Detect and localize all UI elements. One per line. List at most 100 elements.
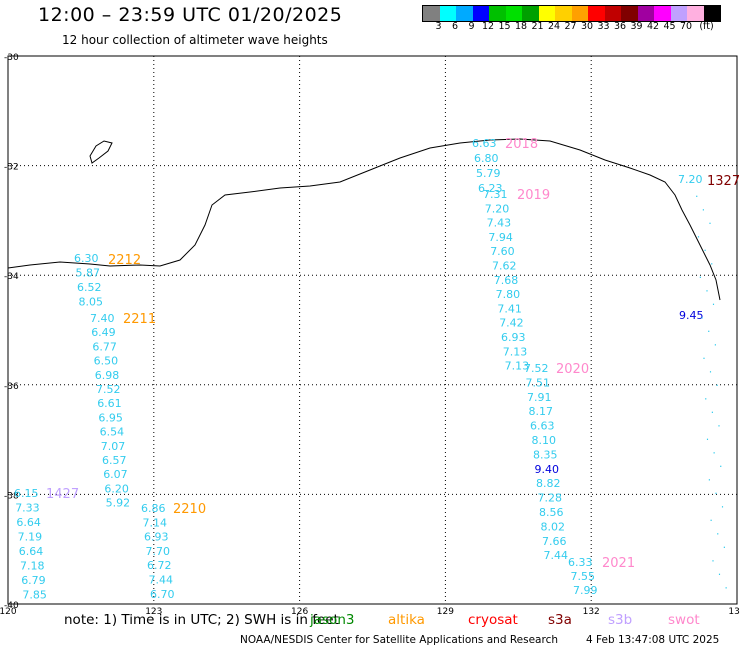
lat-tick-label: -30 <box>4 53 19 63</box>
wave-height-value: 6.64 <box>16 516 41 529</box>
colorbar-label: 3 <box>435 21 442 32</box>
wave-height-value: 6.33 <box>568 556 593 569</box>
wave-height-value: 8.10 <box>532 434 557 447</box>
wave-height-value: 7.19 <box>18 531 42 544</box>
wave-height-value: 6.49 <box>91 326 116 339</box>
wave-height-value: 6.80 <box>474 152 499 165</box>
wave-height-value: 9.45 <box>679 309 704 322</box>
wave-height-value: 7.33 <box>15 502 40 515</box>
track-cluster-mark: · <box>697 231 701 244</box>
wave-height-value: 7.18 <box>20 560 45 573</box>
colorbar-label: 36 <box>613 21 627 32</box>
lon-tick-label: 135 <box>728 607 740 617</box>
wave-height-value: 7.99 <box>573 584 598 597</box>
wave-height-value: 6.15 <box>14 487 39 500</box>
wave-height-value: 6.23 <box>478 182 503 195</box>
track-time-label: 2212 <box>108 253 141 268</box>
colorbar-swatch <box>456 6 473 21</box>
coastline <box>7 138 721 301</box>
wave-height-value: 6.72 <box>147 559 172 572</box>
wave-height-value: 7.13 <box>505 360 529 373</box>
track-cluster-mark: · <box>708 474 712 487</box>
colorbar-swatch <box>654 6 671 21</box>
track-time-label: 2018 <box>505 137 538 152</box>
track-time-label: 1427 <box>46 487 79 502</box>
track-cluster-mark: · <box>700 312 704 325</box>
wave-height-value: 7.13 <box>503 345 528 358</box>
wave-height-value: 7.60 <box>490 245 515 258</box>
colorbar-swatch <box>555 6 572 21</box>
credit-line: NOAA/NESDIS Center for Satellite Applica… <box>240 634 558 646</box>
lat-tick-label: -38 <box>4 491 19 501</box>
wave-height-value: 7.20 <box>485 202 510 215</box>
track-cluster-mark: · <box>708 217 712 230</box>
colorbar-swatch <box>522 6 539 21</box>
track-cluster-mark: · <box>717 420 721 433</box>
wave-height-value: 6.57 <box>102 454 127 467</box>
island-outline <box>89 140 113 164</box>
wave-height-value: 7.66 <box>542 535 567 548</box>
lat-tick-label: -34 <box>4 272 19 282</box>
track-time-label: 2210 <box>173 502 206 517</box>
track-cluster-mark: · <box>712 298 716 311</box>
colorbar-unit: (ft) <box>699 21 714 32</box>
colorbar-label: 21 <box>531 21 544 32</box>
colorbar-label: 12 <box>481 21 495 32</box>
wave-height-value: 7.07 <box>101 440 126 453</box>
wave-height-value: 8.05 <box>79 296 104 309</box>
wave-height-value: 6.77 <box>92 340 117 353</box>
track-cluster-mark: · <box>699 271 703 284</box>
colorbar-label: 18 <box>514 21 528 32</box>
wave-height-value: 7.31 <box>483 188 508 201</box>
wave-height-value: 5.79 <box>476 167 501 180</box>
track-cluster-mark: · <box>714 487 718 500</box>
satellite-legend-item: swot <box>668 612 700 628</box>
colorbar-swatch <box>670 6 687 21</box>
wave-height-colorbar <box>422 5 721 22</box>
colorbar-swatch <box>604 6 621 21</box>
track-cluster-mark: · <box>705 285 709 298</box>
track-time-label: 2021 <box>602 556 635 571</box>
wave-height-value: 7.80 <box>496 288 520 301</box>
lon-tick-label: 123 <box>145 607 162 617</box>
track-cluster-mark: · <box>719 460 723 473</box>
colorbar-swatch <box>588 6 605 21</box>
satellite-legend-item: cryosat <box>468 612 518 628</box>
satellite-legend-item: jason3 <box>310 612 355 628</box>
colorbar-swatch <box>571 6 588 21</box>
lat-tick-label: -40 <box>4 601 19 611</box>
lon-tick-label: 132 <box>583 607 600 617</box>
generated-timestamp: 4 Feb 13:47:08 UTC 2025 <box>586 634 720 646</box>
lon-tick-label: 126 <box>291 607 308 617</box>
wave-height-value: 7.91 <box>527 391 552 404</box>
satellite-legend-item: s3b <box>608 612 633 628</box>
wave-height-value: 7.52 <box>96 383 121 396</box>
colorbar-swatch <box>489 6 506 21</box>
map-frame <box>7 55 738 605</box>
track-time-label: 1327 <box>707 174 740 189</box>
colorbar-label: 33 <box>597 21 610 32</box>
wave-height-value: 6.79 <box>21 574 46 587</box>
colorbar-label: 45 <box>663 21 676 32</box>
wave-height-value: 6.52 <box>77 281 102 294</box>
wave-height-value: 5.87 <box>76 267 101 280</box>
wave-height-value: 6.20 <box>104 482 128 495</box>
map-title: 12:00 – 23:59 UTC 01/20/2025 <box>38 4 343 26</box>
colorbar-swatch <box>687 6 704 21</box>
track-cluster-mark: · <box>704 393 708 406</box>
track-cluster-mark: · <box>714 339 718 352</box>
track-time-label: 2211 <box>123 312 156 327</box>
track-cluster-mark: · <box>695 190 699 203</box>
colorbar-label: 42 <box>646 21 660 32</box>
track-cluster-mark: · <box>724 582 728 595</box>
colorbar-swatch <box>538 6 555 21</box>
wave-height-value: 8.35 <box>533 448 558 461</box>
wave-height-value: 7.41 <box>497 302 522 315</box>
wave-height-value: 7.40 <box>90 312 115 325</box>
colorbar-label: 70 <box>679 21 693 32</box>
wave-height-value: 6.50 <box>94 355 119 368</box>
wave-height-value: 6.30 <box>74 252 99 265</box>
lon-tick-label: 120 <box>0 607 17 617</box>
lat-tick-label: -36 <box>4 382 19 392</box>
wave-height-value: 6.86 <box>141 502 166 515</box>
